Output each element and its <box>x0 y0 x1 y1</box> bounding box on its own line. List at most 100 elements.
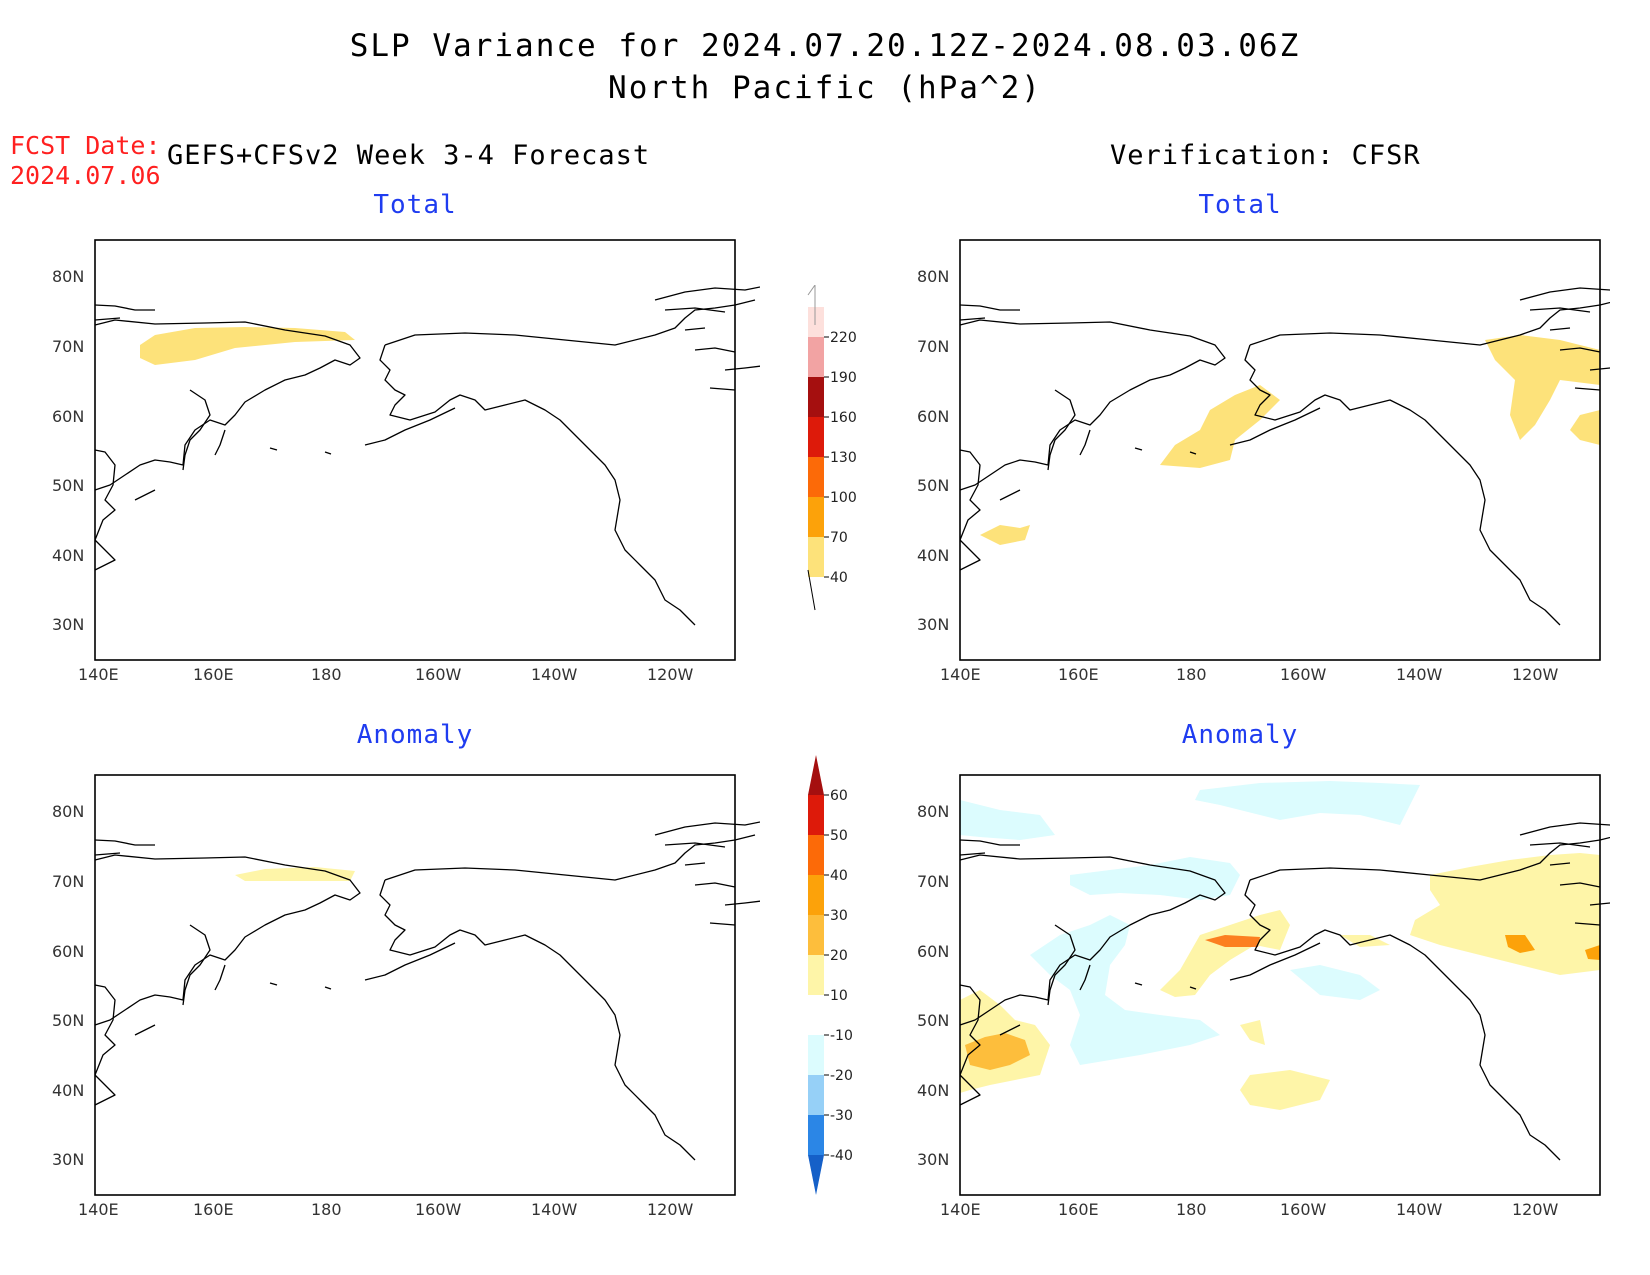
lon-label-140e: 140E <box>78 1200 119 1219</box>
map-verification-anomaly: 80N 70N 60N 50N 40N 30N <box>917 774 1610 1196</box>
lon-label-140w: 140W <box>1396 665 1443 684</box>
lat-label-80n: 80N <box>917 802 949 821</box>
lon-label-140w: 140W <box>531 1200 578 1219</box>
colorbar-anomaly-bottom-arrow <box>808 1155 824 1195</box>
fcst-date-value: 2024.07.06 <box>10 161 161 190</box>
colorbar-anomaly-label: 30 <box>830 908 848 924</box>
shade-pos-3 <box>1240 1020 1265 1045</box>
shade-pos-8 <box>1205 935 1260 947</box>
shade-neg-4 <box>1030 915 1220 1065</box>
lon-label-180: 180 <box>311 1200 342 1219</box>
lat-label-40n: 40N <box>917 546 949 565</box>
lon-label-160w: 160W <box>1280 1200 1327 1219</box>
lat-label-60n: 60N <box>52 942 84 961</box>
colorbar-total-label: 130 <box>830 450 857 466</box>
panel-title-forecast-total: Total <box>373 190 457 220</box>
panel-title-verification-total: Total <box>1198 190 1282 220</box>
lon-label-160e: 160E <box>1058 665 1099 684</box>
shade-verification-total-2 <box>980 525 1030 545</box>
lon-label-180: 180 <box>1176 665 1207 684</box>
lat-label-40n: 40N <box>52 1081 84 1100</box>
shade-verification-total-1 <box>1160 385 1280 468</box>
lat-label-40n: 40N <box>917 1081 949 1100</box>
colorbar-total-swatch <box>808 417 824 457</box>
colorbar-total: 220 190 160 130 100 70 40 <box>807 285 857 611</box>
colorbar-anomaly-top-arrow <box>808 755 824 795</box>
colorbar-total-swatch <box>808 497 824 537</box>
shade-forecast-total <box>140 327 355 365</box>
lat-label-50n: 50N <box>52 476 84 495</box>
colorbar-total-label: 100 <box>830 490 857 506</box>
colorbar-anomaly: 60 50 40 30 20 10 -10 -20 -30 -40 <box>808 755 853 1195</box>
panel-title-forecast-anomaly: Anomaly <box>356 720 474 750</box>
lat-label-50n: 50N <box>52 1011 84 1030</box>
lat-label-60n: 60N <box>52 407 84 426</box>
lon-label-160e: 160E <box>193 1200 234 1219</box>
lat-label-30n: 30N <box>917 1150 949 1169</box>
lat-label-50n: 50N <box>917 1011 949 1030</box>
map-verification-total: 80N 70N 60N 50N 40N 30N <box>917 239 1610 661</box>
lat-label-80n: 80N <box>52 802 84 821</box>
lon-label-140e: 140E <box>78 665 119 684</box>
lat-label-80n: 80N <box>917 267 949 286</box>
lon-label-120w: 120W <box>647 665 694 684</box>
colorbar-anomaly-label: -10 <box>830 1028 853 1044</box>
lon-axis-forecast-total: 140E 160E 180 160W 140W 120W <box>75 665 795 687</box>
colorbar-anomaly-swatch <box>808 875 824 915</box>
shade-verification-total-4 <box>1570 410 1600 445</box>
lat-label-70n: 70N <box>917 872 949 891</box>
lon-axis-verification-total: 140E 160E 180 160W 140W 120W <box>940 665 1640 687</box>
lat-label-60n: 60N <box>917 942 949 961</box>
lat-label-30n: 30N <box>52 1150 84 1169</box>
fcst-date-label: FCST Date: <box>10 131 161 160</box>
colorbar-anomaly-label: 10 <box>830 988 848 1004</box>
lat-label-40n: 40N <box>52 546 84 565</box>
main-subtitle: North Pacific (hPa^2) <box>608 70 1042 106</box>
colorbar-anomaly-swatch <box>808 1075 824 1115</box>
lon-label-140w: 140W <box>1396 1200 1443 1219</box>
colorbar-anomaly-label: 50 <box>830 828 848 844</box>
lat-label-30n: 30N <box>52 615 84 634</box>
lon-label-140e: 140E <box>940 665 981 684</box>
colorbar-anomaly-swatch <box>808 955 824 995</box>
lat-label-80n: 80N <box>52 267 84 286</box>
lon-label-160e: 160E <box>193 665 234 684</box>
lat-label-30n: 30N <box>917 615 949 634</box>
main-title: SLP Variance for 2024.07.20.12Z-2024.08.… <box>349 28 1301 64</box>
shade-pos-9 <box>1505 935 1535 953</box>
shade-pos-7 <box>965 1033 1030 1070</box>
lon-label-180: 180 <box>311 665 342 684</box>
colorbar-total-label: 40 <box>830 570 848 586</box>
lon-label-160w: 160W <box>1280 665 1327 684</box>
colorbar-anomaly-swatch <box>808 1035 824 1075</box>
colorbar-total-swatch <box>808 457 824 497</box>
colorbar-anomaly-swatch <box>808 835 824 875</box>
lon-label-160w: 160W <box>415 665 462 684</box>
lon-axis-forecast-anomaly: 140E 160E 180 160W 140W 120W <box>75 1200 795 1222</box>
lon-label-120w: 120W <box>647 1200 694 1219</box>
colorbar-total-swatch <box>808 377 824 417</box>
colorbar-anomaly-label: 20 <box>830 948 848 964</box>
verification-heading: Verification: CFSR <box>1110 140 1421 171</box>
forecast-heading: GEFS+CFSv2 Week 3-4 Forecast <box>167 140 651 171</box>
colorbar-anomaly-swatch <box>808 795 824 835</box>
colorbar-anomaly-swatch <box>808 915 824 955</box>
lat-label-50n: 50N <box>917 476 949 495</box>
colorbar-total-label: 220 <box>830 330 857 346</box>
colorbar-total-label: 190 <box>830 370 857 386</box>
map-forecast-total: 80N 70N 60N 50N 40N 30N 140E <box>52 239 760 661</box>
lon-label-120w: 120W <box>1512 665 1559 684</box>
colorbar-total-label: 160 <box>830 410 857 426</box>
shade-pos-2 <box>1160 910 1290 997</box>
colorbar-total-swatch <box>808 337 824 377</box>
shade-pos-10 <box>1585 945 1600 960</box>
shade-neg-2 <box>960 800 1055 840</box>
panel-title-verification-anomaly: Anomaly <box>1181 720 1299 750</box>
colorbar-anomaly-label: 60 <box>830 788 848 804</box>
colorbar-anomaly-label: -30 <box>830 1108 853 1124</box>
shade-neg-1 <box>1195 781 1420 825</box>
colorbar-anomaly-label: -20 <box>830 1068 853 1084</box>
lon-label-160w: 160W <box>415 1200 462 1219</box>
colorbar-anomaly-swatch <box>808 995 824 1035</box>
lon-label-160e: 160E <box>1058 1200 1099 1219</box>
